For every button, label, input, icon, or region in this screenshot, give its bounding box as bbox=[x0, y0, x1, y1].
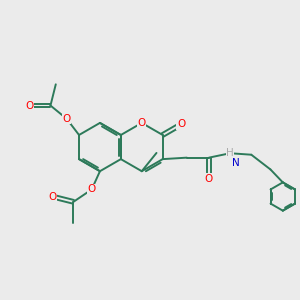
Text: O: O bbox=[48, 191, 56, 202]
Text: O: O bbox=[205, 174, 213, 184]
Text: O: O bbox=[25, 100, 33, 110]
Text: O: O bbox=[88, 184, 96, 194]
Text: O: O bbox=[177, 119, 185, 129]
Text: N: N bbox=[232, 158, 240, 168]
Text: O: O bbox=[62, 114, 71, 124]
Text: H: H bbox=[226, 148, 234, 158]
Text: O: O bbox=[138, 118, 146, 128]
